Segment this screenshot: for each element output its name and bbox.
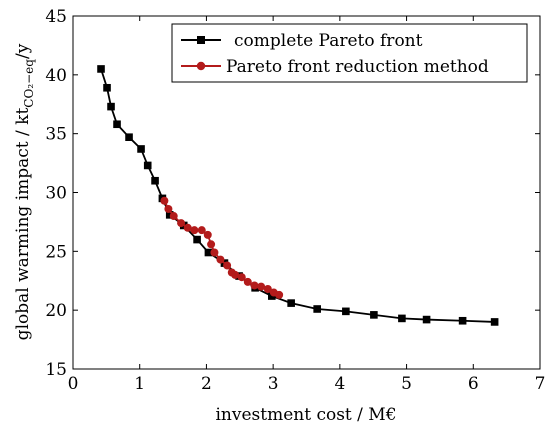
data-point-square (143, 161, 152, 170)
x-tick-label: 5 (401, 374, 412, 394)
data-point-square (287, 299, 295, 307)
x-tick-label: 6 (468, 374, 479, 394)
data-point-square (151, 176, 159, 185)
data-point-square (193, 235, 201, 244)
y-axis-label-suffix: /y (13, 43, 33, 59)
x-tick-label: 0 (68, 374, 79, 394)
data-point-square (165, 211, 174, 219)
legend: complete Pareto front Pareto front reduc… (171, 23, 528, 83)
x-axis-label: investment cost / M€ (215, 405, 396, 425)
y-tick-label: 30 (45, 184, 67, 204)
series-layer (97, 65, 499, 326)
data-point-square (458, 316, 467, 325)
data-point-square (204, 248, 213, 257)
y-tick-label: 45 (45, 7, 67, 27)
data-point-square (370, 311, 378, 319)
data-point-square (422, 315, 431, 324)
data-point-circle (263, 284, 272, 293)
y-tick-label: 20 (45, 301, 67, 321)
x-axis-ticks: 0 1 2 3 4 5 6 7 (68, 16, 546, 394)
y-axis-label-subscript: CO₂−eq (22, 59, 36, 108)
y-tick-label: 35 (45, 125, 67, 145)
svg-text:global warming impact / ktCO₂−: global warming impact / ktCO₂−eq/y (13, 43, 36, 340)
legend-label-reduction: Pareto front reduction method (226, 57, 489, 77)
data-point-circle (183, 223, 192, 232)
data-point-square (268, 292, 276, 300)
data-point-circle (164, 204, 173, 213)
data-point-square (107, 102, 115, 111)
data-point-square (398, 314, 406, 323)
x-tick-label: 1 (134, 374, 145, 394)
data-point-circle (169, 212, 178, 221)
x-tick-label: 4 (334, 374, 345, 394)
y-tick-label: 25 (45, 242, 67, 262)
data-point-square (97, 65, 105, 73)
data-point-square (113, 120, 121, 129)
data-point-circle (243, 277, 252, 286)
data-point-circle (160, 196, 169, 205)
data-point-square (137, 145, 145, 153)
data-point-circle (275, 290, 284, 299)
data-point-circle (237, 273, 246, 282)
data-point-circle (203, 230, 212, 239)
data-point-circle (231, 270, 240, 279)
y-axis-label-main: global warming impact / kt (13, 108, 33, 341)
data-point-circle (250, 281, 259, 290)
data-point-circle (216, 255, 225, 264)
data-point-circle (197, 226, 206, 235)
data-point-square (342, 307, 350, 316)
data-point-square (490, 318, 499, 326)
x-tick-label: 7 (535, 374, 546, 394)
legend-box (171, 23, 528, 83)
y-tick-label: 40 (45, 66, 67, 86)
y-axis-label: global warming impact / ktCO₂−eq/y (13, 43, 36, 340)
data-point-circle (190, 226, 199, 235)
legend-label-complete: complete Pareto front (234, 31, 423, 51)
x-tick-label: 3 (268, 374, 279, 394)
data-point-square (103, 83, 111, 92)
data-point-circle (210, 248, 219, 257)
data-point-square (125, 133, 133, 141)
data-point-circle (257, 282, 266, 291)
series-line-1 (163, 200, 280, 296)
x-tick-label: 2 (201, 374, 212, 394)
legend-marker-square (197, 36, 205, 44)
data-point-circle (207, 240, 216, 249)
y-axis-ticks: 15 20 25 30 35 40 45 (45, 7, 540, 380)
data-point-circle (177, 219, 186, 228)
y-tick-label: 15 (45, 360, 67, 380)
data-point-square (313, 305, 321, 313)
data-point-circle (223, 261, 232, 270)
legend-marker-circle (196, 61, 206, 71)
